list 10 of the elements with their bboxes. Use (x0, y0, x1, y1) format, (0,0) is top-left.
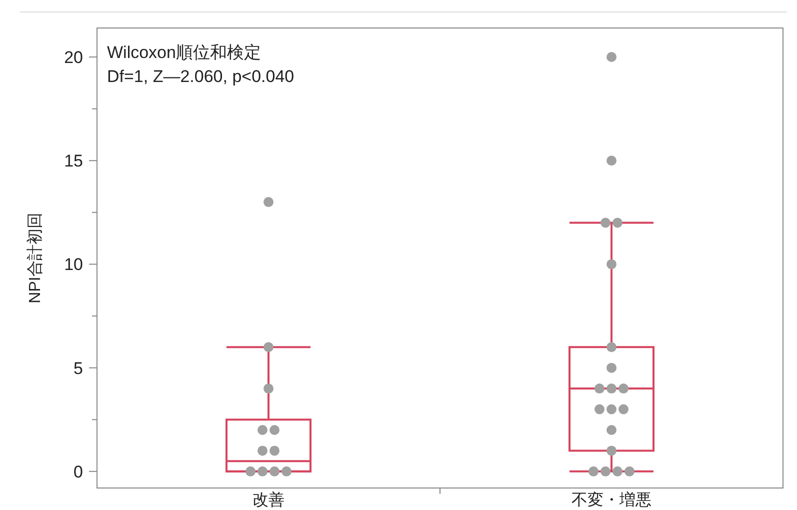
y-tick-label: 10 (64, 255, 83, 274)
y-tick-label: 20 (64, 48, 83, 68)
annotation: Wilcoxon順位和検定 (107, 43, 261, 62)
annotation: Df=1, Z—2.060, p<0.040 (107, 67, 294, 86)
y-tick-label: 15 (64, 152, 83, 171)
x-tick-label: 改善 (252, 491, 284, 509)
y-tick-label: 0 (74, 462, 83, 482)
y-axis-title: NPI合計初回 (26, 212, 44, 304)
x-tick-label: 不変・増悪 (572, 491, 652, 509)
y-tick-label: 5 (74, 358, 83, 378)
